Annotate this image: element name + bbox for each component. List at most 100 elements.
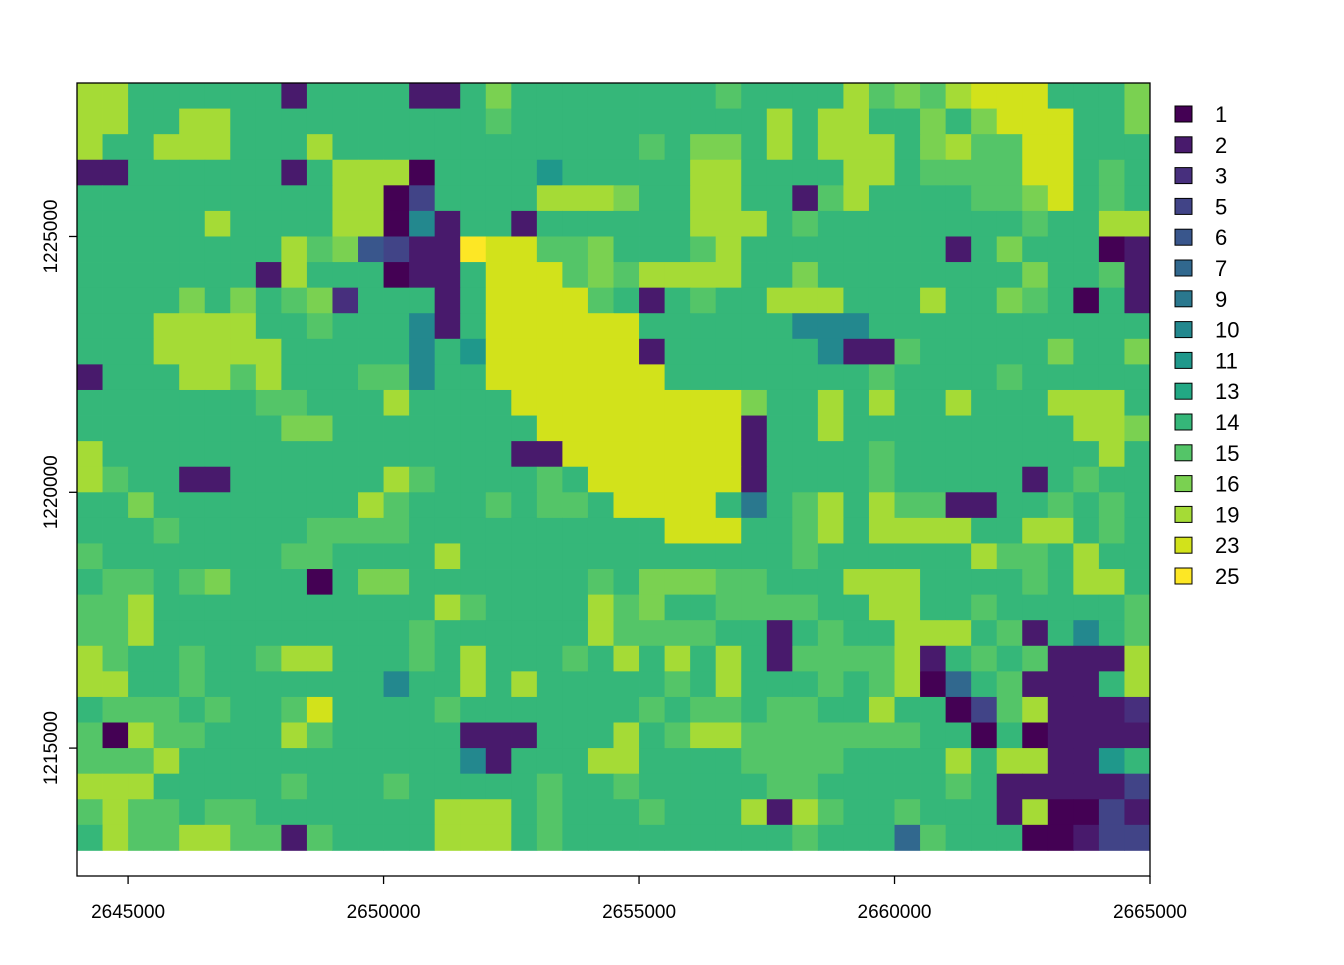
raster-cell	[409, 492, 436, 519]
raster-cell	[613, 159, 640, 186]
raster-cell	[153, 108, 180, 135]
raster-cell	[434, 696, 461, 723]
raster-cell	[434, 569, 461, 596]
raster-cell	[817, 773, 844, 800]
raster-cell	[306, 441, 333, 468]
raster-cell	[894, 594, 921, 621]
raster-cell	[153, 492, 180, 519]
raster-cell	[153, 185, 180, 212]
raster-cell	[434, 748, 461, 775]
raster-cell	[843, 338, 870, 365]
raster-cell	[868, 83, 895, 109]
raster-cell	[613, 620, 640, 647]
raster-cell	[1098, 364, 1125, 391]
raster-cell	[1073, 696, 1100, 723]
raster-cell	[255, 210, 282, 237]
raster-cell	[613, 594, 640, 621]
raster-cell	[1022, 696, 1049, 723]
raster-cell	[460, 517, 487, 544]
raster-cell	[255, 773, 282, 800]
raster-cell	[817, 313, 844, 340]
raster-cell	[817, 415, 844, 442]
raster-cell	[255, 517, 282, 544]
raster-cell	[306, 722, 333, 749]
raster-cell	[153, 466, 180, 493]
raster-cell	[690, 569, 717, 596]
raster-cell	[920, 415, 947, 442]
raster-cell	[715, 236, 742, 263]
raster-cell	[715, 722, 742, 749]
raster-cell	[511, 645, 538, 672]
raster-cell	[1047, 83, 1074, 109]
raster-cell	[945, 262, 972, 289]
raster-cell	[332, 594, 359, 621]
raster-cell	[281, 134, 308, 161]
raster-cell	[766, 773, 793, 800]
raster-cell	[587, 696, 614, 723]
raster-cell	[715, 824, 742, 851]
raster-cell	[639, 671, 665, 698]
raster-cell	[281, 159, 308, 186]
raster-cell	[102, 441, 129, 468]
raster-cell	[817, 83, 844, 109]
raster-cell	[868, 620, 895, 647]
raster-cell	[639, 594, 665, 621]
raster-cell	[1022, 389, 1049, 416]
raster-cell	[715, 159, 742, 186]
raster-cell	[843, 722, 870, 749]
raster-cell	[460, 492, 487, 519]
raster-cell	[255, 492, 282, 519]
raster-cell	[766, 313, 793, 340]
raster-cell	[153, 236, 180, 263]
raster-cell	[715, 671, 742, 698]
raster-cell	[1124, 108, 1151, 135]
raster-cell	[1124, 824, 1151, 851]
raster-cell	[817, 620, 844, 647]
raster-cell	[204, 773, 231, 800]
raster-cell	[1073, 236, 1100, 263]
raster-cell	[1073, 287, 1100, 314]
raster-cell	[1073, 108, 1100, 135]
raster-cell	[792, 569, 819, 596]
raster-cell	[383, 773, 410, 800]
raster-cell	[766, 134, 793, 161]
raster-cell	[843, 696, 870, 723]
raster-cell	[409, 671, 436, 698]
raster-cell	[204, 748, 231, 775]
raster-cell	[536, 108, 563, 135]
raster-cell	[204, 83, 231, 109]
raster-cell	[358, 338, 384, 365]
raster-cell	[792, 210, 819, 237]
raster-cell	[358, 645, 384, 672]
raster-cell	[587, 748, 614, 775]
raster-cell	[255, 620, 282, 647]
raster-cell	[1047, 773, 1074, 800]
legend-swatch	[1174, 197, 1193, 215]
raster-cell	[1124, 185, 1151, 212]
raster-cell	[230, 696, 257, 723]
raster-cell	[1022, 83, 1049, 109]
raster-cell	[511, 824, 538, 851]
raster-cell	[792, 134, 819, 161]
raster-cell	[1022, 645, 1049, 672]
raster-cell	[383, 594, 410, 621]
raster-cell	[868, 313, 895, 340]
raster-cell	[1124, 517, 1151, 544]
y-tick-label: 1225000	[41, 199, 62, 273]
raster-cell	[715, 773, 742, 800]
raster-cell	[128, 594, 155, 621]
raster-cell	[1124, 236, 1151, 263]
raster-cell	[996, 441, 1023, 468]
raster-cell	[434, 492, 461, 519]
raster-cell	[255, 569, 282, 596]
raster-cell	[971, 773, 998, 800]
raster-cell	[920, 210, 947, 237]
raster-cell	[434, 722, 461, 749]
raster-cell	[77, 492, 103, 519]
raster-cell	[843, 594, 870, 621]
raster-cell	[792, 517, 819, 544]
raster-cell	[128, 517, 155, 544]
raster-cell	[996, 108, 1023, 135]
raster-cell	[255, 748, 282, 775]
raster-cell	[1073, 262, 1100, 289]
